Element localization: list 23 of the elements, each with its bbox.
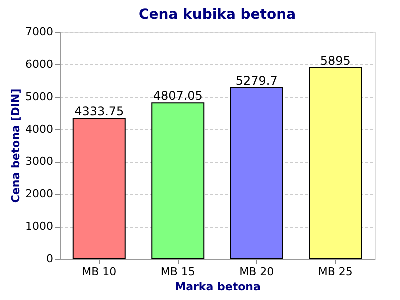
y-tick-label: 2000 [26, 188, 54, 201]
bar [309, 67, 362, 260]
x-tick-label: MB 20 [240, 266, 274, 278]
bar [230, 87, 284, 260]
y-tick-label: 1000 [26, 220, 54, 234]
chart-title: Cena kubika betona [138, 7, 296, 23]
y-axis-title: Cena betona [DIN] [10, 88, 23, 204]
data-label: 4807.05 [153, 89, 203, 104]
data-label: 4333.75 [74, 104, 124, 118]
bar [72, 118, 126, 260]
y-tick-label: 6000 [26, 58, 54, 71]
y-tick-label: 3000 [26, 155, 54, 168]
y-tick-label: 4000 [26, 122, 54, 136]
x-tick-label: MB 10 [82, 266, 117, 278]
x-tick-label: MB 15 [160, 266, 196, 278]
y-tick-label: 0 [46, 252, 54, 266]
y-tick-label: 5000 [26, 90, 54, 104]
x-axis-title: Marka betona [175, 280, 261, 294]
bar [152, 102, 205, 260]
y-tick-label: 7000 [26, 26, 54, 38]
data-label: 5895 [320, 54, 351, 68]
x-tick-label: MB 25 [318, 266, 353, 278]
data-label: 5279.7 [236, 74, 278, 88]
